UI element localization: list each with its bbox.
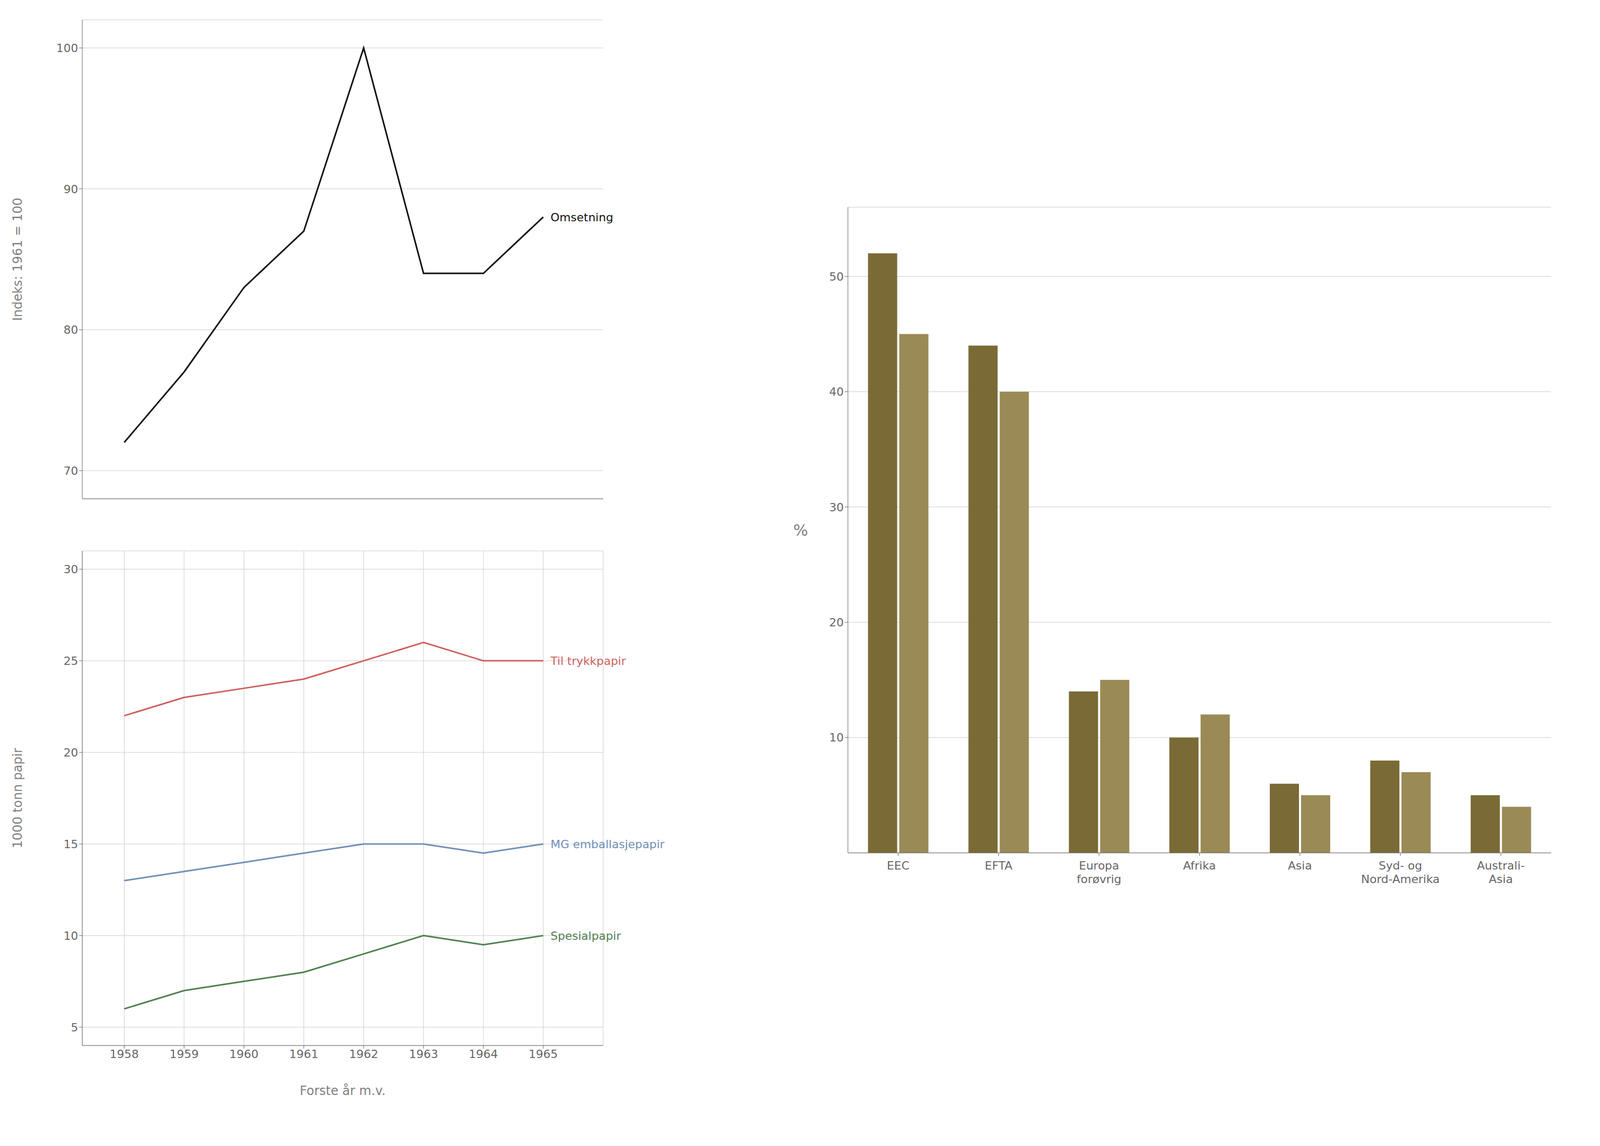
svg-text:1000 tonn papir: 1000 tonn papir (10, 748, 25, 849)
svg-text:Australi-Asia: Australi-Asia (1477, 859, 1525, 886)
svg-text:1961: 1961 (289, 1047, 319, 1061)
svg-text:MG emballasjepapir: MG emballasjepapir (550, 838, 666, 852)
svg-text:Spesialpapir: Spesialpapir (550, 929, 622, 943)
svg-text:Til trykkpapir: Til trykkpapir (550, 654, 627, 668)
svg-text:15: 15 (63, 838, 79, 852)
svg-text:10: 10 (63, 929, 79, 943)
svg-text:90: 90 (63, 182, 79, 196)
svg-text:Syd- ogNord-Amerika: Syd- ogNord-Amerika (1360, 859, 1440, 886)
svg-text:40: 40 (829, 385, 844, 399)
svg-text:50: 50 (829, 270, 844, 284)
svg-text:Indeks: 1961 = 100: Indeks: 1961 = 100 (10, 197, 25, 322)
svg-text:Afrika: Afrika (1182, 859, 1216, 873)
svg-text:1963: 1963 (408, 1047, 439, 1061)
svg-text:100: 100 (56, 41, 79, 55)
svg-text:5: 5 (70, 1021, 79, 1035)
svg-text:10: 10 (829, 731, 844, 745)
svg-text:Asia: Asia (1288, 859, 1312, 873)
svg-text:1959: 1959 (169, 1047, 199, 1061)
svg-text:%: % (793, 521, 809, 540)
svg-text:80: 80 (63, 323, 79, 337)
svg-text:EFTA: EFTA (984, 859, 1013, 873)
svg-text:1958: 1958 (109, 1047, 139, 1061)
svg-text:Europaforøvrig: Europaforøvrig (1076, 859, 1122, 886)
svg-text:30: 30 (829, 501, 844, 515)
svg-text:EEC: EEC (886, 859, 910, 873)
svg-text:Forste år m.v.: Forste år m.v. (300, 1083, 386, 1099)
svg-text:1960: 1960 (229, 1047, 259, 1061)
svg-text:1962: 1962 (348, 1047, 379, 1061)
svg-text:20: 20 (63, 746, 79, 760)
svg-text:20: 20 (829, 616, 844, 630)
svg-text:1964: 1964 (468, 1047, 498, 1061)
svg-text:25: 25 (63, 654, 79, 668)
svg-text:70: 70 (63, 464, 79, 478)
svg-text:30: 30 (63, 563, 79, 577)
svg-text:Omsetning: Omsetning (550, 210, 614, 224)
svg-text:1965: 1965 (528, 1047, 558, 1061)
